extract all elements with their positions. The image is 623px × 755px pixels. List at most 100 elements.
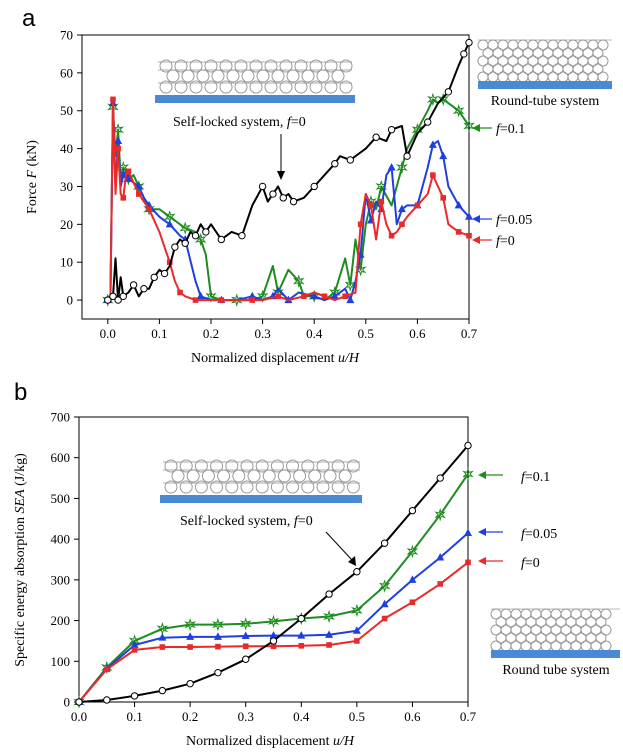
panel-a-data-point bbox=[114, 136, 123, 145]
panel-b-data-point bbox=[325, 630, 334, 638]
panel-a-data-point bbox=[430, 172, 436, 178]
panel-a-data-point bbox=[357, 221, 364, 228]
panel-a-y-tick-label: 50 bbox=[60, 103, 73, 118]
panel-a-data-point bbox=[403, 152, 411, 160]
panel-b-x-tick-label: 0.6 bbox=[404, 709, 421, 724]
panel-a-data-point bbox=[378, 198, 385, 205]
panel-b-round-tube-schematic-icon bbox=[490, 608, 620, 658]
panel-b-data-point bbox=[103, 666, 110, 673]
panel-a-letter: a bbox=[22, 5, 36, 32]
panel-b-self-locked-arrow bbox=[325, 531, 356, 566]
panel-b-data-point bbox=[323, 609, 335, 624]
panel-b-data-point bbox=[242, 643, 249, 650]
panel-a-data-point bbox=[439, 151, 448, 160]
panel-a-y-tick-label: 0 bbox=[67, 293, 74, 308]
panel-b-x-tick-label: 0.3 bbox=[238, 709, 254, 724]
panel-a-data-point bbox=[135, 191, 142, 197]
panel-a-data-point bbox=[397, 204, 406, 213]
panel-a-x-tick-label: 0.6 bbox=[409, 326, 426, 341]
panel-b-x-axis-label: Normalized displacement u/H bbox=[186, 734, 355, 749]
panel-a-legend-f0: f=0 bbox=[472, 234, 515, 249]
panel-a-data-point bbox=[218, 297, 225, 303]
panel-a-data-point bbox=[354, 263, 367, 277]
panel-a-data-point bbox=[258, 182, 267, 191]
panel-a-data-point bbox=[292, 274, 305, 288]
panel-a-self-locked-schematic-icon bbox=[155, 59, 355, 103]
panel-a-legend-f01-label: f=0.1 bbox=[496, 122, 525, 137]
panel-a-data-point bbox=[387, 163, 396, 171]
panel-a-data-point bbox=[238, 231, 246, 240]
panel-b-data-point bbox=[131, 647, 138, 653]
panel-a-data-point bbox=[275, 293, 281, 300]
panel-b-ticks: 0.0 0.1 0.2 0.3 0.4 0.5 0.6 0.7 0 100 200 300 400 500… bbox=[51, 410, 477, 725]
panel-b-data-point bbox=[267, 614, 280, 629]
panel-b-round-tube-label: Round tube system bbox=[502, 663, 609, 678]
panel-a-data-point bbox=[414, 202, 421, 209]
panel-a-data-point bbox=[444, 88, 453, 96]
panel-b-data-point bbox=[378, 579, 391, 593]
panel-b-legend-f01-label: f=0.1 bbox=[521, 470, 550, 485]
panel-b-data-point bbox=[326, 642, 332, 648]
panel-b-data-point bbox=[214, 668, 222, 677]
panel-b-letter: b bbox=[14, 379, 27, 406]
panel-b-data-point bbox=[270, 643, 277, 650]
panel-a-data-point bbox=[171, 243, 179, 251]
panel-a-data-point bbox=[368, 202, 374, 209]
panel-a-self-locked-arrow bbox=[277, 134, 285, 180]
panel-a-data-point bbox=[192, 297, 199, 303]
panel-a-y-tick-label: 60 bbox=[60, 65, 73, 80]
panel-a-x-tick-label: 0.2 bbox=[203, 326, 219, 341]
panel-a-data-point bbox=[331, 160, 339, 168]
panel-a-data-point bbox=[289, 197, 298, 206]
panel-a-legend-f0-label: f=0 bbox=[496, 234, 515, 249]
panel-b-y-tick-label: 100 bbox=[51, 654, 71, 669]
panel-b-data-point bbox=[380, 539, 389, 547]
panel-a-data-point bbox=[342, 293, 348, 300]
panel-b-legend-f0-label: f=0 bbox=[521, 556, 540, 571]
panel-b-x-tick-label: 0.4 bbox=[293, 709, 310, 724]
panel-a-data-point bbox=[321, 293, 328, 300]
panel-a-data-point bbox=[346, 156, 355, 164]
panel-b-x-tick-label: 0.2 bbox=[182, 709, 198, 724]
panel-b-data-point bbox=[184, 617, 197, 632]
panel-a-data-point bbox=[387, 125, 396, 134]
panel-b-data-point bbox=[241, 631, 250, 640]
panel-b-series-star bbox=[73, 467, 474, 709]
panel-b-data-point bbox=[464, 528, 472, 537]
panel-b-data-point bbox=[353, 568, 361, 576]
panel-b-data-point bbox=[354, 638, 360, 644]
panel-a-data-point bbox=[279, 194, 287, 202]
panel-b-data-point bbox=[406, 544, 419, 559]
panel-a-x-axis-label: Normalized displacement u/H bbox=[191, 351, 360, 366]
panel-a-series-circle bbox=[104, 38, 473, 304]
panel-a-data-point bbox=[104, 296, 112, 304]
panel-a-data-point bbox=[165, 219, 174, 228]
panel-a-x-tick-label: 0.0 bbox=[100, 326, 116, 341]
panel-a-y-tick-label: 10 bbox=[60, 255, 73, 270]
panel-a-self-locked-label: Self-locked system, f=0 bbox=[173, 115, 306, 130]
panel-b-y-tick-label: 400 bbox=[51, 532, 71, 547]
panel-a-data-point bbox=[466, 232, 472, 239]
panel-b-data-point bbox=[408, 506, 417, 515]
panel-b-data-point bbox=[103, 696, 111, 704]
panel-a-data-point bbox=[160, 269, 169, 278]
panel-b-data-point bbox=[325, 590, 333, 598]
panel-b-data-point bbox=[158, 686, 167, 695]
panel-b-data-point bbox=[269, 637, 278, 645]
panel-a-data-point bbox=[454, 200, 463, 209]
panel-a-data-point bbox=[465, 212, 473, 220]
panel-a-data-point bbox=[396, 160, 408, 175]
panel-a-data-point bbox=[179, 221, 191, 235]
panel-a-data-point bbox=[120, 195, 127, 201]
panel-a-data-point bbox=[463, 119, 475, 133]
panel-a-data-point bbox=[231, 293, 243, 307]
panel-a-legend-f005-label: f=0.05 bbox=[496, 213, 532, 228]
panel-b-y-tick-label: 0 bbox=[64, 695, 71, 710]
panel-a-data-point bbox=[437, 92, 449, 107]
panel-a-data-point bbox=[110, 96, 116, 103]
panel-b-data-point bbox=[269, 631, 278, 639]
panel-a-data-point bbox=[330, 291, 339, 300]
panel-a-round-tube-label: Round-tube system bbox=[491, 94, 600, 109]
panel-b-self-locked-schematic-icon bbox=[160, 459, 362, 503]
